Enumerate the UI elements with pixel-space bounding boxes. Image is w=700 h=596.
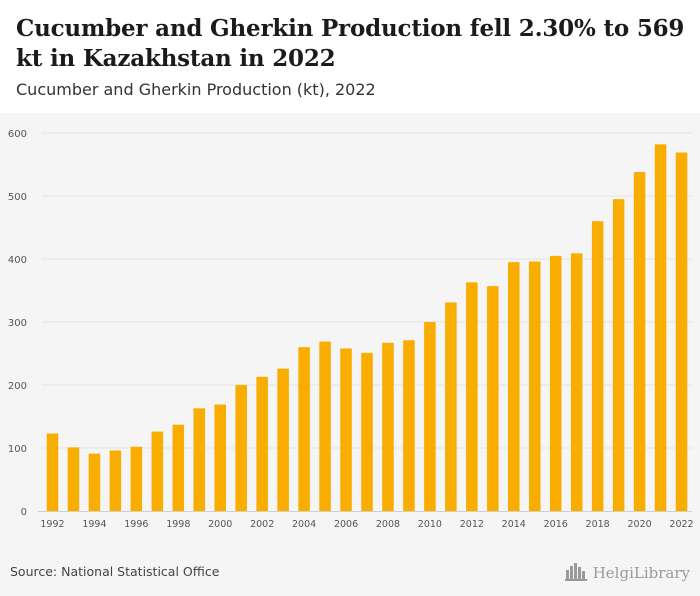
bar-2008[interactable]: [382, 342, 394, 511]
city-skyline-icon: [564, 561, 589, 585]
bar-2005[interactable]: [319, 341, 331, 511]
chart-title: Cucumber and Gherkin Production fell 2.3…: [16, 15, 685, 72]
x-tick-label: 2020: [627, 519, 651, 530]
bar-2014[interactable]: [508, 262, 520, 511]
bar-2000[interactable]: [214, 404, 226, 511]
y-tick-label: 100: [8, 444, 27, 455]
y-tick-label: 500: [8, 192, 27, 203]
bar-2001[interactable]: [235, 385, 247, 511]
x-tick-label: 1992: [40, 519, 64, 530]
x-tick-label: 2012: [460, 519, 484, 530]
x-tick-label: 2022: [669, 519, 693, 530]
bar-2010[interactable]: [424, 322, 436, 511]
bar-2003[interactable]: [277, 368, 289, 511]
y-tick-label: 300: [8, 318, 27, 329]
chart-subtitle: Cucumber and Gherkin Production (kt), 20…: [16, 80, 376, 99]
bar-2022[interactable]: [675, 152, 688, 511]
bar-2007[interactable]: [361, 352, 373, 511]
bar-1999[interactable]: [193, 408, 206, 511]
bar-2015[interactable]: [528, 261, 541, 511]
bar-2018[interactable]: [591, 221, 604, 511]
chart-area: 0 100 200 300 400 500 600 1992 1994 1996 1998 2000 2…: [0, 113, 700, 555]
bar-1992[interactable]: [46, 433, 59, 511]
bar-1998[interactable]: [172, 424, 185, 511]
x-tick-label: 1996: [124, 519, 148, 530]
helgi-library-logo[interactable]: HelgiLibrary: [564, 561, 690, 585]
bar-2016[interactable]: [549, 255, 562, 511]
bar-2012[interactable]: [466, 282, 478, 511]
y-tick-label: 400: [8, 255, 27, 266]
x-tick-label: 2014: [502, 519, 526, 530]
bar-1994[interactable]: [88, 453, 101, 511]
chart-header: Cucumber and Gherkin Production fell 2.3…: [0, 0, 700, 113]
bar-2021[interactable]: [654, 144, 667, 511]
x-tick-label: 2004: [292, 519, 316, 530]
bar-2013[interactable]: [487, 286, 499, 511]
bar-2017[interactable]: [570, 253, 583, 511]
bar-1993[interactable]: [67, 447, 80, 511]
bar-2011[interactable]: [445, 302, 457, 511]
bar-1995[interactable]: [109, 450, 122, 511]
x-tick-label: 2016: [544, 519, 568, 530]
chart-footer: Source: National Statistical Office Helg…: [0, 555, 700, 596]
bar-2006[interactable]: [340, 348, 352, 511]
bar-2020[interactable]: [633, 172, 646, 511]
x-tick-label: 2000: [208, 519, 232, 530]
y-tick-label: 200: [8, 381, 27, 392]
x-tick-label: 2008: [376, 519, 400, 530]
x-tick-label: 1994: [82, 519, 106, 530]
y-tick-label: 600: [8, 129, 27, 140]
bar-1997[interactable]: [151, 431, 164, 511]
x-tick-label: 2002: [250, 519, 274, 530]
x-tick-label: 1998: [166, 519, 190, 530]
source-note: Source: National Statistical Office: [10, 564, 220, 579]
bar-2004[interactable]: [298, 347, 310, 511]
bar-2002[interactable]: [256, 376, 268, 511]
bar-2019[interactable]: [612, 199, 625, 511]
x-tick-label: 2010: [418, 519, 442, 530]
x-tick-label: 2018: [586, 519, 610, 530]
y-tick-label: 0: [21, 507, 27, 518]
logo-text: HelgiLibrary: [592, 564, 690, 582]
x-tick-label: 2006: [334, 519, 358, 530]
bar-1996[interactable]: [130, 446, 143, 511]
bar-chart: 0 100 200 300 400 500 600 1992 1994 1996 1998 2000 2…: [8, 129, 694, 530]
bar-2009[interactable]: [403, 340, 415, 511]
